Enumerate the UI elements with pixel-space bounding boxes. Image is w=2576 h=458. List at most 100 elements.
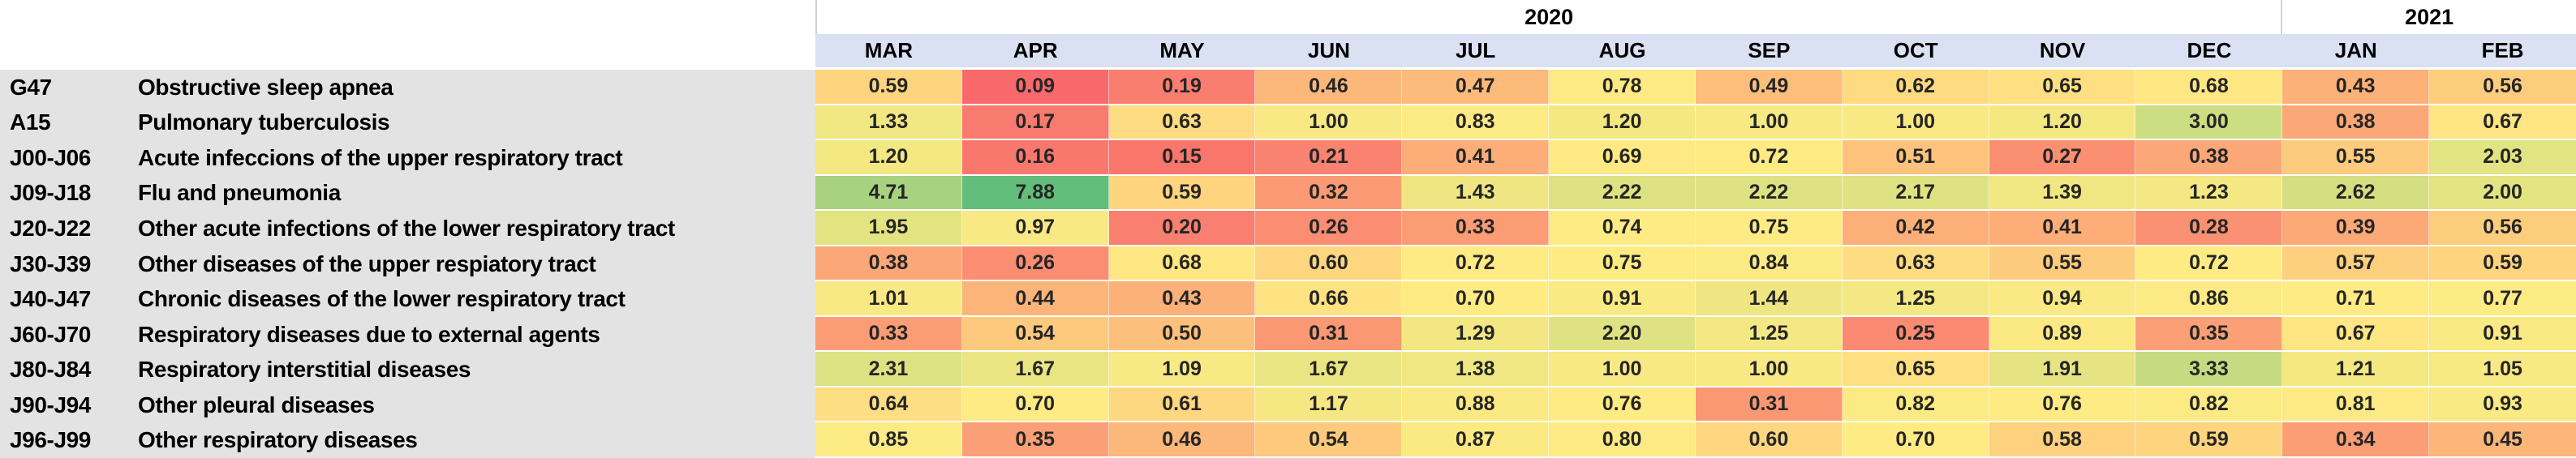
value-cell[interactable]: 0.54 — [1255, 422, 1403, 458]
value-cell[interactable]: 1.25 — [1695, 316, 1843, 353]
value-cell[interactable]: 0.16 — [961, 140, 1109, 176]
value-cell[interactable]: 0.70 — [961, 387, 1109, 423]
value-cell[interactable]: 0.35 — [2135, 316, 2283, 353]
value-cell[interactable]: 0.43 — [1108, 281, 1256, 317]
value-cell[interactable]: 1.33 — [815, 105, 962, 141]
value-cell[interactable]: 0.49 — [1695, 70, 1843, 105]
value-cell[interactable]: 0.41 — [1989, 211, 2136, 246]
value-cell[interactable]: 0.51 — [1842, 140, 1989, 176]
value-cell[interactable]: 0.77 — [2429, 281, 2576, 317]
value-cell[interactable]: 0.60 — [1695, 422, 1843, 458]
value-cell[interactable]: 0.58 — [1989, 422, 2136, 458]
value-cell[interactable]: 0.15 — [1108, 140, 1256, 176]
value-cell[interactable]: 0.61 — [1108, 387, 1256, 423]
value-cell[interactable]: 0.54 — [961, 316, 1109, 353]
value-cell[interactable]: 0.82 — [1842, 387, 1989, 423]
value-cell[interactable]: 1.20 — [815, 140, 962, 176]
value-cell[interactable]: 1.91 — [1989, 352, 2136, 387]
value-cell[interactable]: 2.22 — [1549, 175, 1696, 212]
value-cell[interactable]: 0.70 — [1842, 422, 1989, 458]
value-cell[interactable]: 0.43 — [2282, 70, 2430, 105]
value-cell[interactable]: 0.56 — [2429, 211, 2576, 246]
value-cell[interactable]: 0.20 — [1108, 211, 1256, 246]
value-cell[interactable]: 0.81 — [2282, 387, 2430, 423]
value-cell[interactable]: 2.03 — [2429, 140, 2576, 176]
value-cell[interactable]: 1.25 — [1842, 281, 1989, 317]
value-cell[interactable]: 1.38 — [1402, 352, 1550, 387]
value-cell[interactable]: 2.00 — [2429, 175, 2576, 212]
value-cell[interactable]: 0.25 — [1842, 316, 1989, 353]
value-cell[interactable]: 0.80 — [1549, 422, 1696, 458]
value-cell[interactable]: 0.42 — [1842, 211, 1989, 246]
value-cell[interactable]: 1.17 — [1255, 387, 1403, 423]
value-cell[interactable]: 1.67 — [1255, 352, 1403, 387]
value-cell[interactable]: 1.09 — [1108, 352, 1256, 387]
value-cell[interactable]: 0.65 — [1842, 352, 1989, 387]
month-header-jun[interactable]: JUN — [1255, 34, 1403, 70]
value-cell[interactable]: 0.76 — [1989, 387, 2136, 423]
value-cell[interactable]: 0.71 — [2282, 281, 2430, 317]
value-cell[interactable]: 0.91 — [1549, 281, 1696, 317]
value-cell[interactable]: 0.44 — [961, 281, 1109, 317]
value-cell[interactable]: 0.72 — [1402, 246, 1550, 282]
value-cell[interactable]: 0.67 — [2282, 316, 2430, 353]
value-cell[interactable]: 1.00 — [1549, 352, 1696, 387]
value-cell[interactable]: 0.87 — [1402, 422, 1550, 458]
value-cell[interactable]: 0.17 — [961, 105, 1109, 141]
value-cell[interactable]: 1.05 — [2429, 352, 2576, 387]
value-cell[interactable]: 0.75 — [1549, 246, 1696, 282]
value-cell[interactable]: 0.93 — [2429, 387, 2576, 423]
month-header-may[interactable]: MAY — [1108, 34, 1256, 70]
value-cell[interactable]: 1.67 — [961, 352, 1109, 387]
value-cell[interactable]: 0.57 — [2282, 246, 2430, 282]
value-cell[interactable]: 0.27 — [1989, 140, 2136, 176]
row-label-j00-j06[interactable]: J00-J06 Acute infeccions of the upper res… — [0, 140, 815, 176]
value-cell[interactable]: 1.20 — [1989, 105, 2136, 141]
month-header-mar[interactable]: MAR — [815, 34, 962, 70]
value-cell[interactable]: 1.43 — [1402, 175, 1550, 212]
value-cell[interactable]: 0.38 — [815, 246, 962, 282]
value-cell[interactable]: 2.62 — [2282, 175, 2430, 212]
value-cell[interactable]: 0.62 — [1842, 70, 1989, 105]
row-label-j80-j84[interactable]: J80-J84 Respiratory interstitial diseases — [0, 352, 815, 387]
value-cell[interactable]: 0.26 — [1255, 211, 1403, 246]
value-cell[interactable]: 0.76 — [1549, 387, 1696, 423]
value-cell[interactable]: 0.28 — [2135, 211, 2283, 246]
value-cell[interactable]: 0.89 — [1989, 316, 2136, 353]
value-cell[interactable]: 0.41 — [1402, 140, 1550, 176]
month-header-jul[interactable]: JUL — [1402, 34, 1550, 70]
month-header-sep[interactable]: SEP — [1695, 34, 1843, 70]
value-cell[interactable]: 0.21 — [1255, 140, 1403, 176]
value-cell[interactable]: 0.69 — [1549, 140, 1696, 176]
month-header-nov[interactable]: NOV — [1989, 34, 2136, 70]
value-cell[interactable]: 0.91 — [2429, 316, 2576, 353]
value-cell[interactable]: 0.09 — [961, 70, 1109, 105]
value-cell[interactable]: 1.00 — [1695, 105, 1843, 141]
value-cell[interactable]: 1.00 — [1255, 105, 1403, 141]
row-label-g47[interactable]: G47 Obstructive sleep apnea — [0, 70, 815, 105]
value-cell[interactable]: 0.19 — [1108, 70, 1256, 105]
value-cell[interactable]: 0.59 — [1108, 175, 1256, 212]
value-cell[interactable]: 0.88 — [1402, 387, 1550, 423]
value-cell[interactable]: 0.72 — [2135, 246, 2283, 282]
value-cell[interactable]: 0.59 — [2135, 422, 2283, 458]
value-cell[interactable]: 0.55 — [1989, 246, 2136, 282]
value-cell[interactable]: 0.75 — [1695, 211, 1843, 246]
value-cell[interactable]: 1.20 — [1549, 105, 1696, 141]
year-header-2021[interactable]: 2021 — [2282, 0, 2576, 34]
row-label-a15[interactable]: A15 Pulmonary tuberculosis — [0, 105, 815, 141]
value-cell[interactable]: 0.50 — [1108, 316, 1256, 353]
month-header-feb[interactable]: FEB — [2429, 34, 2576, 70]
value-cell[interactable]: 1.21 — [2282, 352, 2430, 387]
value-cell[interactable]: 0.68 — [2135, 70, 2283, 105]
value-cell[interactable]: 0.47 — [1402, 70, 1550, 105]
value-cell[interactable]: 0.85 — [815, 422, 962, 458]
value-cell[interactable]: 1.95 — [815, 211, 962, 246]
row-label-j30-j39[interactable]: J30-J39 Other diseases of the upper respi… — [0, 246, 815, 282]
value-cell[interactable]: 0.56 — [2429, 70, 2576, 105]
value-cell[interactable]: 0.74 — [1549, 211, 1696, 246]
value-cell[interactable]: 0.60 — [1255, 246, 1403, 282]
value-cell[interactable]: 0.38 — [2282, 105, 2430, 141]
value-cell[interactable]: 0.31 — [1255, 316, 1403, 353]
value-cell[interactable]: 0.32 — [1255, 175, 1403, 212]
